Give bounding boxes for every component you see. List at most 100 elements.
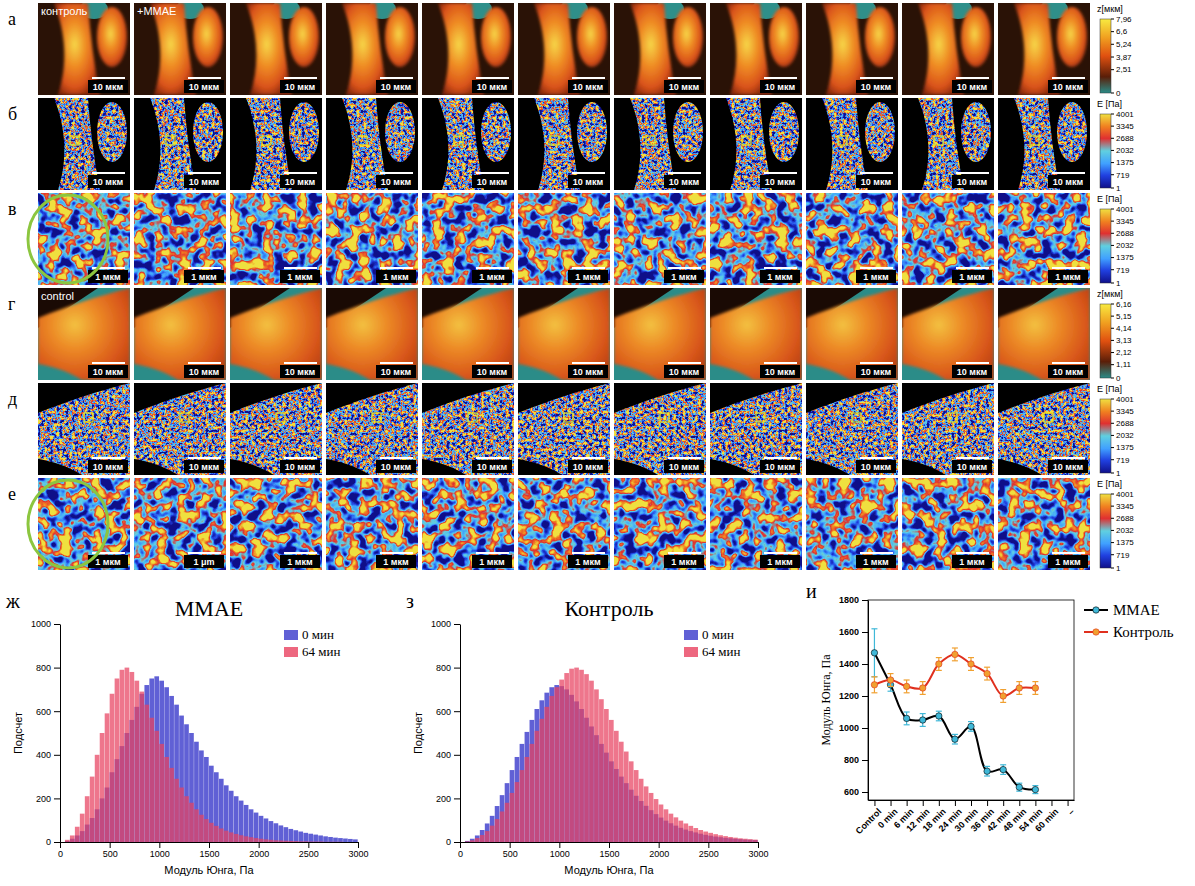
axis-line (460, 625, 461, 843)
error-cap (904, 711, 910, 712)
bar (684, 823, 689, 842)
image-panel: 10 мкм (518, 0, 610, 95)
bar (594, 689, 599, 842)
cell-shape (710, 288, 802, 380)
image-panel: 10 мкм+MMAE (134, 0, 226, 95)
error-cap (920, 726, 926, 727)
scale-bar (764, 172, 797, 174)
colorbar-tick (1111, 352, 1114, 353)
modulus-texture (326, 98, 418, 190)
error-cap (1016, 681, 1022, 682)
scale-bar (92, 457, 125, 459)
bar (149, 679, 154, 843)
modulus-texture (422, 98, 514, 190)
colorbar-tick-label: 2688 (1116, 229, 1134, 238)
scale-bar-label: 10 мкм (861, 367, 892, 377)
scale-bar-box (568, 555, 608, 568)
image-panel: 10 мкм (230, 383, 322, 475)
colorbar-tick-label: 4001 (1116, 490, 1134, 499)
tick-label: 400 (436, 750, 451, 760)
bar (179, 716, 184, 842)
modulus-texture (230, 478, 322, 570)
tick-mark (939, 800, 940, 806)
marker (1016, 784, 1022, 790)
scale-bar-label: 10 мкм (381, 462, 412, 472)
colorbar-tick-label: 1375 (1116, 158, 1134, 167)
error-cap (920, 681, 926, 682)
colorbar (1100, 304, 1111, 378)
bar (249, 837, 254, 842)
scale-bar (956, 172, 989, 174)
error-cap (888, 673, 894, 674)
tick-mark (891, 800, 892, 806)
scale-bar-box (952, 175, 992, 188)
axis: 050010001500200025003000 (58, 842, 369, 859)
tick-label: 200 (36, 794, 51, 804)
scale-bar (860, 172, 893, 174)
colorbar-tick-label: 6,16 (1116, 300, 1132, 309)
colorbar-title: E [Па] (1097, 194, 1122, 204)
legend-label: 0 мин (302, 627, 334, 642)
image-panel: 1 мкм (710, 478, 802, 570)
scale-bar (668, 267, 701, 269)
bar (144, 685, 149, 842)
scale-bar-box (280, 80, 320, 93)
tick-label: 1600 (839, 627, 859, 637)
colorbar (1100, 114, 1111, 188)
colorbar-tick-label: 1 (1116, 564, 1121, 573)
scale-bar-label: 10 мкм (381, 82, 412, 92)
bar (495, 806, 500, 842)
scale-bar-label: 10 мкм (93, 462, 124, 472)
scale-bar-box (1048, 555, 1088, 568)
colorbar-tick (1111, 435, 1114, 436)
bar (475, 838, 480, 842)
colorbar-tick-label: 1375 (1116, 538, 1134, 547)
tick: 0 (58, 842, 63, 859)
bar (669, 814, 674, 842)
bar (674, 817, 679, 842)
scale-bar-box (184, 460, 224, 473)
bar (214, 826, 219, 842)
bar (338, 841, 343, 842)
image-ground (38, 288, 130, 380)
modulus-texture (998, 478, 1090, 570)
colorbar-tick (1111, 162, 1114, 163)
error-cap (920, 694, 926, 695)
tick: 3000 (348, 842, 368, 859)
scale-bar-box (376, 270, 416, 283)
scale-bar-box (280, 365, 320, 378)
legend-swatch (284, 630, 298, 640)
tick-label: 0 (458, 849, 463, 859)
marker (1000, 693, 1006, 699)
tick: 0 (458, 842, 463, 859)
bar (100, 733, 105, 842)
bar (184, 796, 189, 842)
error-cap (968, 731, 974, 732)
image-ground (326, 288, 418, 380)
scale-bar-label: 10 мкм (189, 367, 220, 377)
tick: 3000 (748, 842, 768, 859)
image-panel: 10 мкм (422, 383, 514, 475)
scale-bar-box (568, 365, 608, 378)
scale-bar (668, 172, 701, 174)
bar (559, 680, 564, 842)
marker (887, 677, 893, 683)
bar (485, 823, 490, 842)
scale-bar (668, 552, 701, 554)
bar (219, 828, 224, 842)
scale-bar-label: 10 мкм (189, 82, 220, 92)
image-ground (38, 98, 130, 190)
bar (539, 700, 544, 842)
bar (120, 670, 125, 842)
marker (984, 670, 990, 676)
modulus-texture (902, 478, 994, 570)
error-cap (968, 670, 974, 671)
modulus-texture (134, 478, 226, 570)
scale-bar (188, 552, 221, 554)
error-cap (1000, 689, 1006, 690)
error-cap (1000, 774, 1006, 775)
colorbar-tick (1111, 554, 1114, 555)
tick-label: 600 (36, 707, 51, 717)
bar (525, 757, 530, 842)
bar (184, 724, 189, 842)
